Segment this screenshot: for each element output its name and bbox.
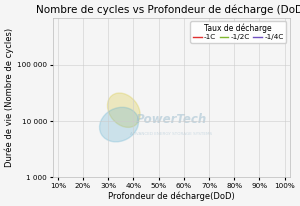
Text: ADVANCED ENERGY STORAGE SYSTEMS: ADVANCED ENERGY STORAGE SYSTEMS — [130, 132, 212, 136]
Y-axis label: Durée de vie (Nombre de cycles): Durée de vie (Nombre de cycles) — [5, 28, 14, 167]
Text: PowerTech: PowerTech — [136, 113, 207, 126]
Legend: -1C, -1/2C, -1/4C: -1C, -1/2C, -1/4C — [190, 21, 286, 43]
X-axis label: Profondeur de décharge(DoD): Profondeur de décharge(DoD) — [108, 192, 235, 201]
Title: Nombre de cycles vs Profondeur de décharge (DoD): Nombre de cycles vs Profondeur de déchar… — [36, 5, 300, 15]
Ellipse shape — [100, 107, 139, 142]
Ellipse shape — [107, 93, 140, 127]
